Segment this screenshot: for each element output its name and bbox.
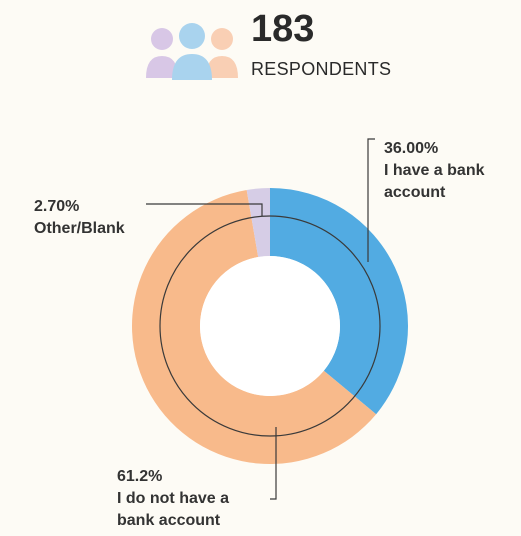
slice-no-bank-account xyxy=(132,189,377,465)
label-other-line1: Other/Blank xyxy=(34,220,125,237)
person-center-body xyxy=(172,54,212,80)
slice-bank-account xyxy=(270,188,408,415)
people-group-icon xyxy=(146,23,238,80)
leader-line-bank xyxy=(367,138,375,262)
respondent-count-label: RESPONDENTS xyxy=(251,59,392,79)
leader-line-no-bank xyxy=(270,427,277,500)
inner-guide-ring xyxy=(159,215,381,437)
label-no-bank-pct: 61.2% xyxy=(117,468,163,485)
label-no-bank-line1: I do not have a xyxy=(117,490,230,507)
respondents-header: 183 RESPONDENTS xyxy=(0,0,521,90)
leader-line-other xyxy=(146,203,263,216)
label-no-bank-line2: bank account xyxy=(117,512,221,529)
label-bank-pct: 36.00% xyxy=(384,140,439,157)
slice-other-blank xyxy=(246,188,270,258)
donut-slices xyxy=(132,188,408,465)
label-bank-line1: I have a bank xyxy=(384,162,485,179)
person-left-head xyxy=(151,28,173,50)
respondent-count: 183 xyxy=(251,8,315,50)
person-right-body xyxy=(206,56,238,78)
label-other-blank: 2.70% Other/Blank xyxy=(34,196,125,240)
person-left-body xyxy=(146,56,178,78)
label-bank-line2: account xyxy=(384,184,446,201)
donut-hole xyxy=(200,256,340,396)
label-no-bank-account: 61.2% I do not have a bank account xyxy=(117,466,229,532)
label-other-pct: 2.70% xyxy=(34,198,80,215)
person-right-head xyxy=(211,28,233,50)
person-center-head xyxy=(179,23,205,49)
label-bank-account: 36.00% I have a bank account xyxy=(384,138,485,204)
